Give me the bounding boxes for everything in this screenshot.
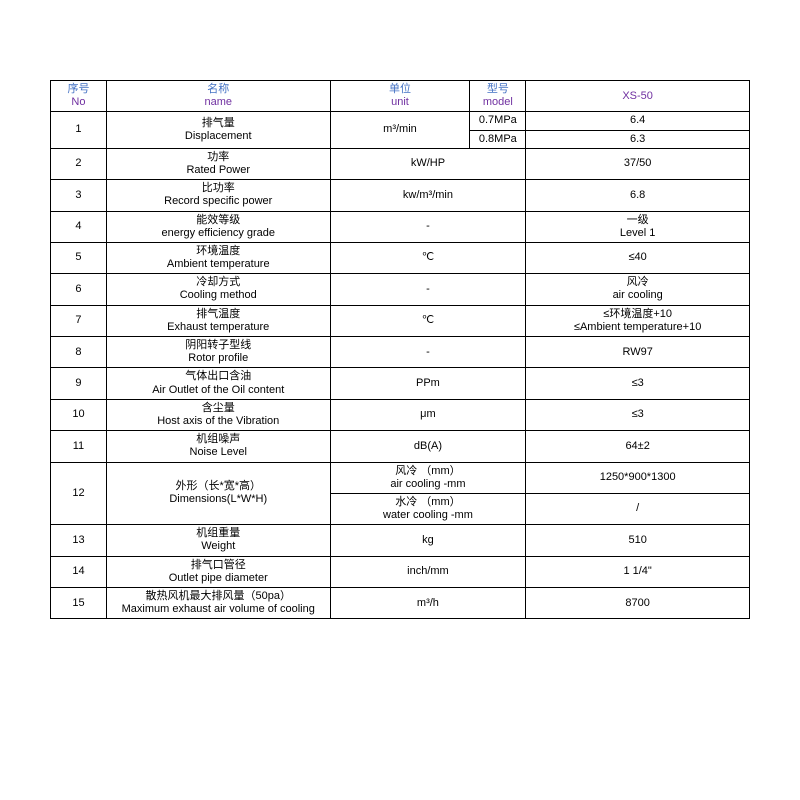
cell-name: 冷却方式Cooling method [106, 274, 330, 305]
cell-unit: kw/m³/min [330, 180, 526, 211]
cell-unit: kg [330, 525, 526, 556]
cell-name: 排气量Displacement [106, 112, 330, 148]
cell-value: 1250*900*1300 [526, 462, 750, 493]
cell-name: 环境温度Ambient temperature [106, 242, 330, 273]
cell-no: 15 [51, 588, 107, 619]
cell-value: 510 [526, 525, 750, 556]
cell-value: 风冷air cooling [526, 274, 750, 305]
cell-name: 阴阳转子型线Rotor profile [106, 337, 330, 368]
cell-unit: m³/min [330, 112, 470, 148]
cell-name: 含尘量Host axis of the Vibration [106, 399, 330, 430]
cell-value: 64±2 [526, 431, 750, 462]
cell-unit: m³/h [330, 588, 526, 619]
cell-model: 0.7MPa [470, 112, 526, 130]
table-row: 6 冷却方式Cooling method - 风冷air cooling [51, 274, 750, 305]
cell-no: 14 [51, 556, 107, 587]
cell-value: ≤3 [526, 368, 750, 399]
table-row: 1 排气量Displacement m³/min 0.7MPa 6.4 [51, 112, 750, 130]
cell-unit: dB(A) [330, 431, 526, 462]
cell-value: 一级Level 1 [526, 211, 750, 242]
cell-no: 3 [51, 180, 107, 211]
cell-unit: - [330, 274, 526, 305]
cell-name: 气体出口含油Air Outlet of the Oil content [106, 368, 330, 399]
cell-name: 能效等级energy efficiency grade [106, 211, 330, 242]
cell-value: 6.4 [526, 112, 750, 130]
cell-value: RW97 [526, 337, 750, 368]
table-row: 14 排气口管径Outlet pipe diameter inch/mm 1 1… [51, 556, 750, 587]
cell-name: 排气口管径Outlet pipe diameter [106, 556, 330, 587]
cell-value: / [526, 493, 750, 524]
table-row: 11 机组噪声Noise Level dB(A) 64±2 [51, 431, 750, 462]
table-row: 3 比功率Record specific power kw/m³/min 6.8 [51, 180, 750, 211]
cell-name: 比功率Record specific power [106, 180, 330, 211]
cell-unit: - [330, 211, 526, 242]
cell-value: 1 1/4" [526, 556, 750, 587]
cell-name: 外形（长*宽*高）Dimensions(L*W*H) [106, 462, 330, 525]
cell-unit: kW/HP [330, 148, 526, 179]
cell-unit: μm [330, 399, 526, 430]
cell-name: 散热风机最大排风量（50pa）Maximum exhaust air volum… [106, 588, 330, 619]
cell-unit: PPm [330, 368, 526, 399]
cell-value: ≤3 [526, 399, 750, 430]
cell-unit: 风冷 （mm）air cooling -mm [330, 462, 526, 493]
table-row: 15 散热风机最大排风量（50pa）Maximum exhaust air vo… [51, 588, 750, 619]
cell-value: 8700 [526, 588, 750, 619]
cell-name: 机组噪声Noise Level [106, 431, 330, 462]
hdr-name: 名称 name [106, 81, 330, 112]
spec-table: 序号 No 名称 name 单位 unit 型号 model XS-50 1 排… [50, 80, 750, 619]
hdr-model: 型号 model [470, 81, 526, 112]
cell-unit: - [330, 337, 526, 368]
table-row: 8 阴阳转子型线Rotor profile - RW97 [51, 337, 750, 368]
cell-name: 功率Rated Power [106, 148, 330, 179]
cell-value: 37/50 [526, 148, 750, 179]
cell-name: 机组重量Weight [106, 525, 330, 556]
cell-name: 排气温度Exhaust temperature [106, 305, 330, 336]
hdr-xs50: XS-50 [526, 81, 750, 112]
cell-no: 9 [51, 368, 107, 399]
table-row: 5 环境温度Ambient temperature ℃ ≤40 [51, 242, 750, 273]
hdr-unit: 单位 unit [330, 81, 470, 112]
cell-value: 6.3 [526, 130, 750, 148]
cell-no: 1 [51, 112, 107, 148]
cell-unit: ℃ [330, 242, 526, 273]
cell-no: 7 [51, 305, 107, 336]
cell-no: 12 [51, 462, 107, 525]
hdr-no: 序号 No [51, 81, 107, 112]
cell-model: 0.8MPa [470, 130, 526, 148]
table-row: 12 外形（长*宽*高）Dimensions(L*W*H) 风冷 （mm）air… [51, 462, 750, 493]
table-header-row: 序号 No 名称 name 单位 unit 型号 model XS-50 [51, 81, 750, 112]
table-row: 4 能效等级energy efficiency grade - 一级Level … [51, 211, 750, 242]
cell-no: 8 [51, 337, 107, 368]
cell-value: 6.8 [526, 180, 750, 211]
cell-no: 6 [51, 274, 107, 305]
table-row: 2 功率Rated Power kW/HP 37/50 [51, 148, 750, 179]
cell-no: 13 [51, 525, 107, 556]
table-row: 9 气体出口含油Air Outlet of the Oil content PP… [51, 368, 750, 399]
cell-unit: inch/mm [330, 556, 526, 587]
table-row: 13 机组重量Weight kg 510 [51, 525, 750, 556]
table-row: 7 排气温度Exhaust temperature ℃ ≤环境温度+10≤Amb… [51, 305, 750, 336]
cell-value: ≤40 [526, 242, 750, 273]
cell-no: 4 [51, 211, 107, 242]
table-row: 10 含尘量Host axis of the Vibration μm ≤3 [51, 399, 750, 430]
cell-no: 10 [51, 399, 107, 430]
cell-value: ≤环境温度+10≤Ambient temperature+10 [526, 305, 750, 336]
cell-no: 2 [51, 148, 107, 179]
cell-unit: ℃ [330, 305, 526, 336]
cell-unit: 水冷 （mm）water cooling -mm [330, 493, 526, 524]
cell-no: 5 [51, 242, 107, 273]
cell-no: 11 [51, 431, 107, 462]
